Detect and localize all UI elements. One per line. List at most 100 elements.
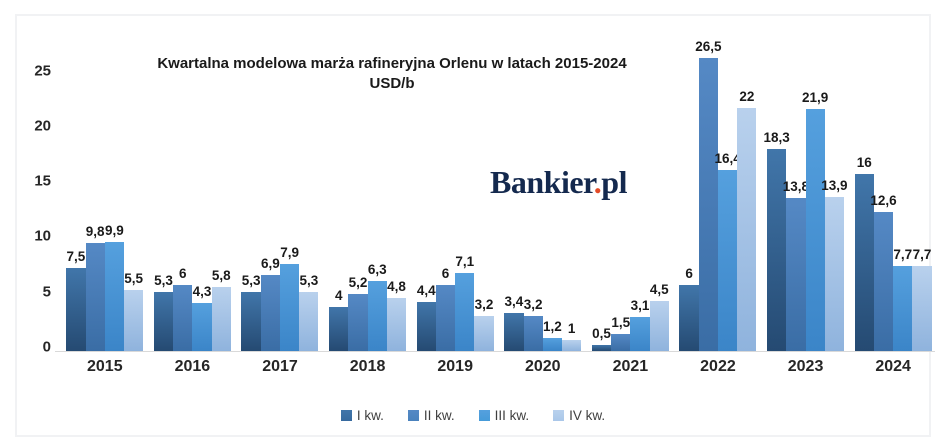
y-tick-label: 10 [34,227,51,245]
x-tick-label: 2023 [787,358,824,375]
bar-value-label: 12,6 [870,192,897,208]
chart-subtitle: USD/b [369,75,415,92]
x-axis-labels: 2015 2016 2017 2018 2019 2020 2021 2022 2023 2024 [61,358,937,376]
bar-value-label: 5,8 [211,267,231,283]
x-tick-label: 2017 [262,358,298,375]
bar-group-2020: 3,4 3,2 1,2 1 [499,57,587,351]
legend-label: III kw. [494,408,530,423]
bar-2017-q2: 6,9 [260,256,280,351]
legend-swatch-q4 [553,410,565,421]
chart-title: Kwartalna modelowa marża rafineryjna Orl… [157,55,627,72]
bar-2021-q2: 1,5 [611,315,631,351]
bar-value-label: 4 [334,287,343,303]
bar-value-label: 7,5 [66,249,86,265]
bar-2022-q3: 16,4 [714,151,741,351]
bar-2024-q3: 7,7 [893,247,913,351]
bar-2017-q1: 5,3 [241,273,261,351]
bar-2021-q4: 4,5 [649,282,669,351]
bankier-logo: Bankier.pl [490,164,627,201]
y-tick-label: 25 [34,62,51,80]
bar-2021-q1: 0,5 [591,326,612,351]
legend-swatch-q1 [340,410,352,421]
legend-item-q2: II kw. [407,408,455,423]
bar-value-label: 5,3 [299,273,319,289]
bar-2018-q1: 4 [329,288,349,351]
y-tick-label: 5 [42,283,51,301]
bar-group-2019: 4,4 6 7,1 3,2 [411,57,499,351]
bar-group-2023: 18,3 13,8 21,9 13,9 [762,57,850,351]
y-tick-label: 0 [42,338,51,356]
x-tick-label: 2018 [349,358,386,375]
bar-group-2018: 4 5,2 6,3 4,8 [324,57,412,351]
bar-2018-q4: 4,8 [386,279,407,351]
bar-value-label: 1,2 [543,318,562,334]
bar-2015-q2: 9,8 [85,224,105,351]
x-tick-label: 2015 [87,358,123,375]
bar-group-2015: 7,5 9,8 9,9 5,5 [61,57,149,351]
bar-value-label: 6 [179,265,187,281]
bar-value-label: 4,3 [192,284,212,300]
bar-2024-q4: 7,7 [912,247,932,351]
bar-2016-q4: 5,8 [211,268,231,351]
bar-value-label: 22 [739,88,755,104]
x-tick-label: 2020 [524,358,561,375]
bar-group-2021: 0,5 1,5 3,1 4,5 [587,57,675,351]
bar-value-label: 9,9 [105,222,124,238]
bar-value-label: 3,2 [474,296,494,312]
x-tick-label: 2016 [174,358,211,375]
bar-2016-q2: 6 [173,266,193,351]
bar-value-label: 4,8 [387,278,406,294]
bar-value-label: 6,9 [260,255,280,271]
bar-value-label: 13,8 [782,179,810,195]
bar-2017-q4: 5,3 [299,273,319,351]
bar-2023-q1: 18,3 [764,130,790,351]
bar-value-label: 21,9 [802,89,829,105]
bar-value-label: 5,3 [154,273,173,289]
bar-value-label: 7,1 [455,253,475,269]
y-tick-label: 20 [34,117,51,135]
bar-2024-q1: 16 [854,155,874,351]
legend-item-q1: I kw. [340,408,384,423]
bar-value-label: 16 [856,155,872,171]
bar-2019-q2: 6 [435,266,456,351]
bar-2023-q4: 13,9 [821,178,848,351]
bar-2017-q3: 7,9 [279,245,300,351]
bar-value-label: 6 [441,265,450,281]
bar-value-label: 16,4 [714,150,741,166]
bar-value-label: 5,3 [241,273,261,289]
bar-value-label: 6,3 [367,262,387,278]
bar-value-label: 5,5 [124,271,144,287]
legend-label: I kw. [356,408,384,423]
bar-2020-q4: 1 [562,321,582,351]
bar-value-label: 6 [685,265,693,281]
bar-value-label: 3,1 [630,297,650,313]
bar-2018-q2: 5,2 [348,275,368,351]
bar-2023-q3: 21,9 [802,90,828,351]
bar-2015-q1: 7,5 [66,249,86,351]
legend-label: II kw. [423,408,455,423]
legend: I kw. II kw. III kw. IV kw. [17,408,929,423]
bar-2019-q4: 3,2 [474,297,494,351]
legend-item-q3: III kw. [478,408,530,423]
bar-value-label: 1 [567,320,576,336]
bar-2016-q3: 4,3 [192,284,212,351]
bar-value-label: 3,2 [523,296,543,312]
bankier-logo-dot: . [593,164,602,200]
x-axis-line [55,351,935,352]
chart-card: Kwartalna modelowa marża rafineryjna Orl… [15,14,935,437]
x-tick-label: 2024 [875,358,911,375]
bar-value-label: 7,7 [893,246,913,262]
bar-2018-q3: 6,3 [367,262,387,351]
bankier-logo-brand: Bankier [490,164,594,200]
bar-2016-q1: 5,3 [153,273,174,351]
bankier-logo-suffix: pl [601,164,627,200]
bar-group-2017: 5,3 6,9 7,9 5,3 [236,57,324,351]
bar-value-label: 7,7 [912,246,932,262]
bar-2019-q1: 4,4 [416,283,436,351]
bar-value-label: 7,9 [280,244,299,260]
bar-group-2022: 6 26,5 16,4 22 [674,39,762,351]
bar-group-2016: 5,3 6 4,3 5,8 [149,57,237,351]
x-tick-label: 2019 [437,358,473,375]
bar-2020-q1: 3,4 [504,294,524,351]
bar-value-label: 4,5 [649,282,669,298]
